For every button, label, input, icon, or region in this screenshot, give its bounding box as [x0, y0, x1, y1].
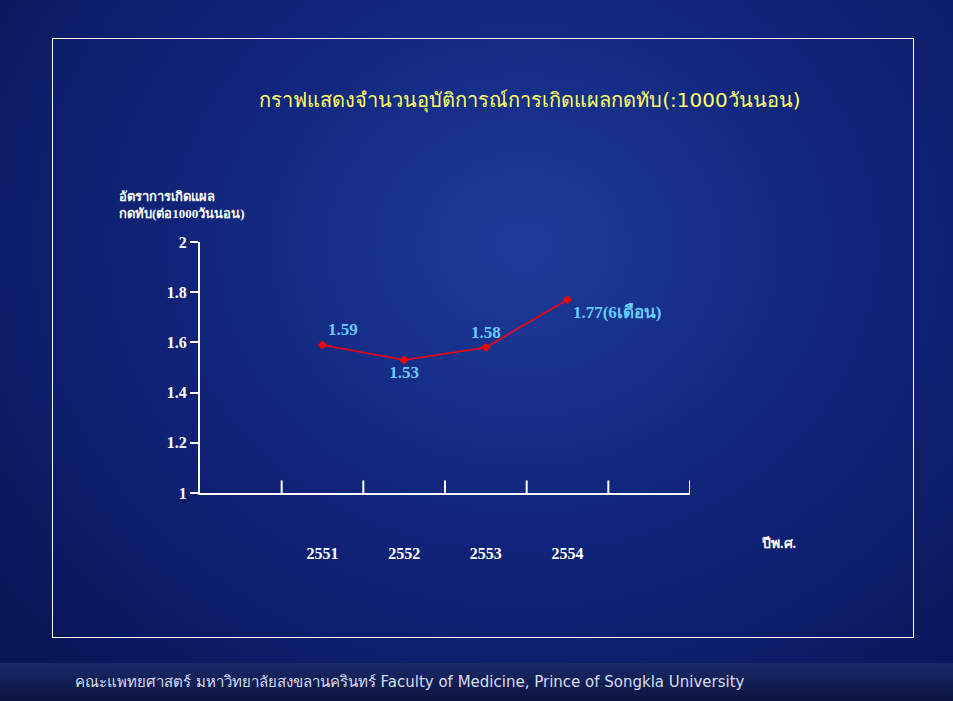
- svg-text:1.8: 1.8: [167, 284, 187, 301]
- svg-text:2551: 2551: [307, 545, 339, 562]
- svg-text:2554: 2554: [552, 545, 584, 562]
- svg-text:1.2: 1.2: [167, 434, 187, 451]
- svg-text:1.53: 1.53: [389, 363, 419, 382]
- svg-text:1.77(6เดือน): 1.77(6เดือน): [573, 302, 662, 322]
- svg-text:2: 2: [179, 234, 187, 251]
- svg-text:อัตราการเกิดแผลกดทับ(ต่อ1000วั: อัตราการเกิดแผลกดทับ(ต่อ1000วันนอน): [119, 189, 245, 221]
- svg-text:1: 1: [179, 485, 187, 502]
- svg-text:1.4: 1.4: [167, 384, 187, 401]
- svg-text:2552: 2552: [388, 545, 420, 562]
- svg-text:ปีพ.ศ.: ปีพ.ศ.: [761, 536, 796, 551]
- svg-text:2553: 2553: [470, 545, 502, 562]
- html-text:คณะแพทยศาสตร์ มหาวิทยาลัยสงขลา: คณะแพทยศาสตร์ มหาวิทยาลัยสงขลานครินทร์ F…: [75, 673, 745, 691]
- svg-text:1.6: 1.6: [167, 334, 187, 351]
- svg-text:กราฟแสดงจำนวนอุบัติการณ์การเกิ: กราฟแสดงจำนวนอุบัติการณ์การเกิดแผลกดทับ(…: [259, 88, 800, 113]
- svg-text:1.59: 1.59: [328, 320, 358, 339]
- svg-text:1.58: 1.58: [471, 323, 501, 342]
